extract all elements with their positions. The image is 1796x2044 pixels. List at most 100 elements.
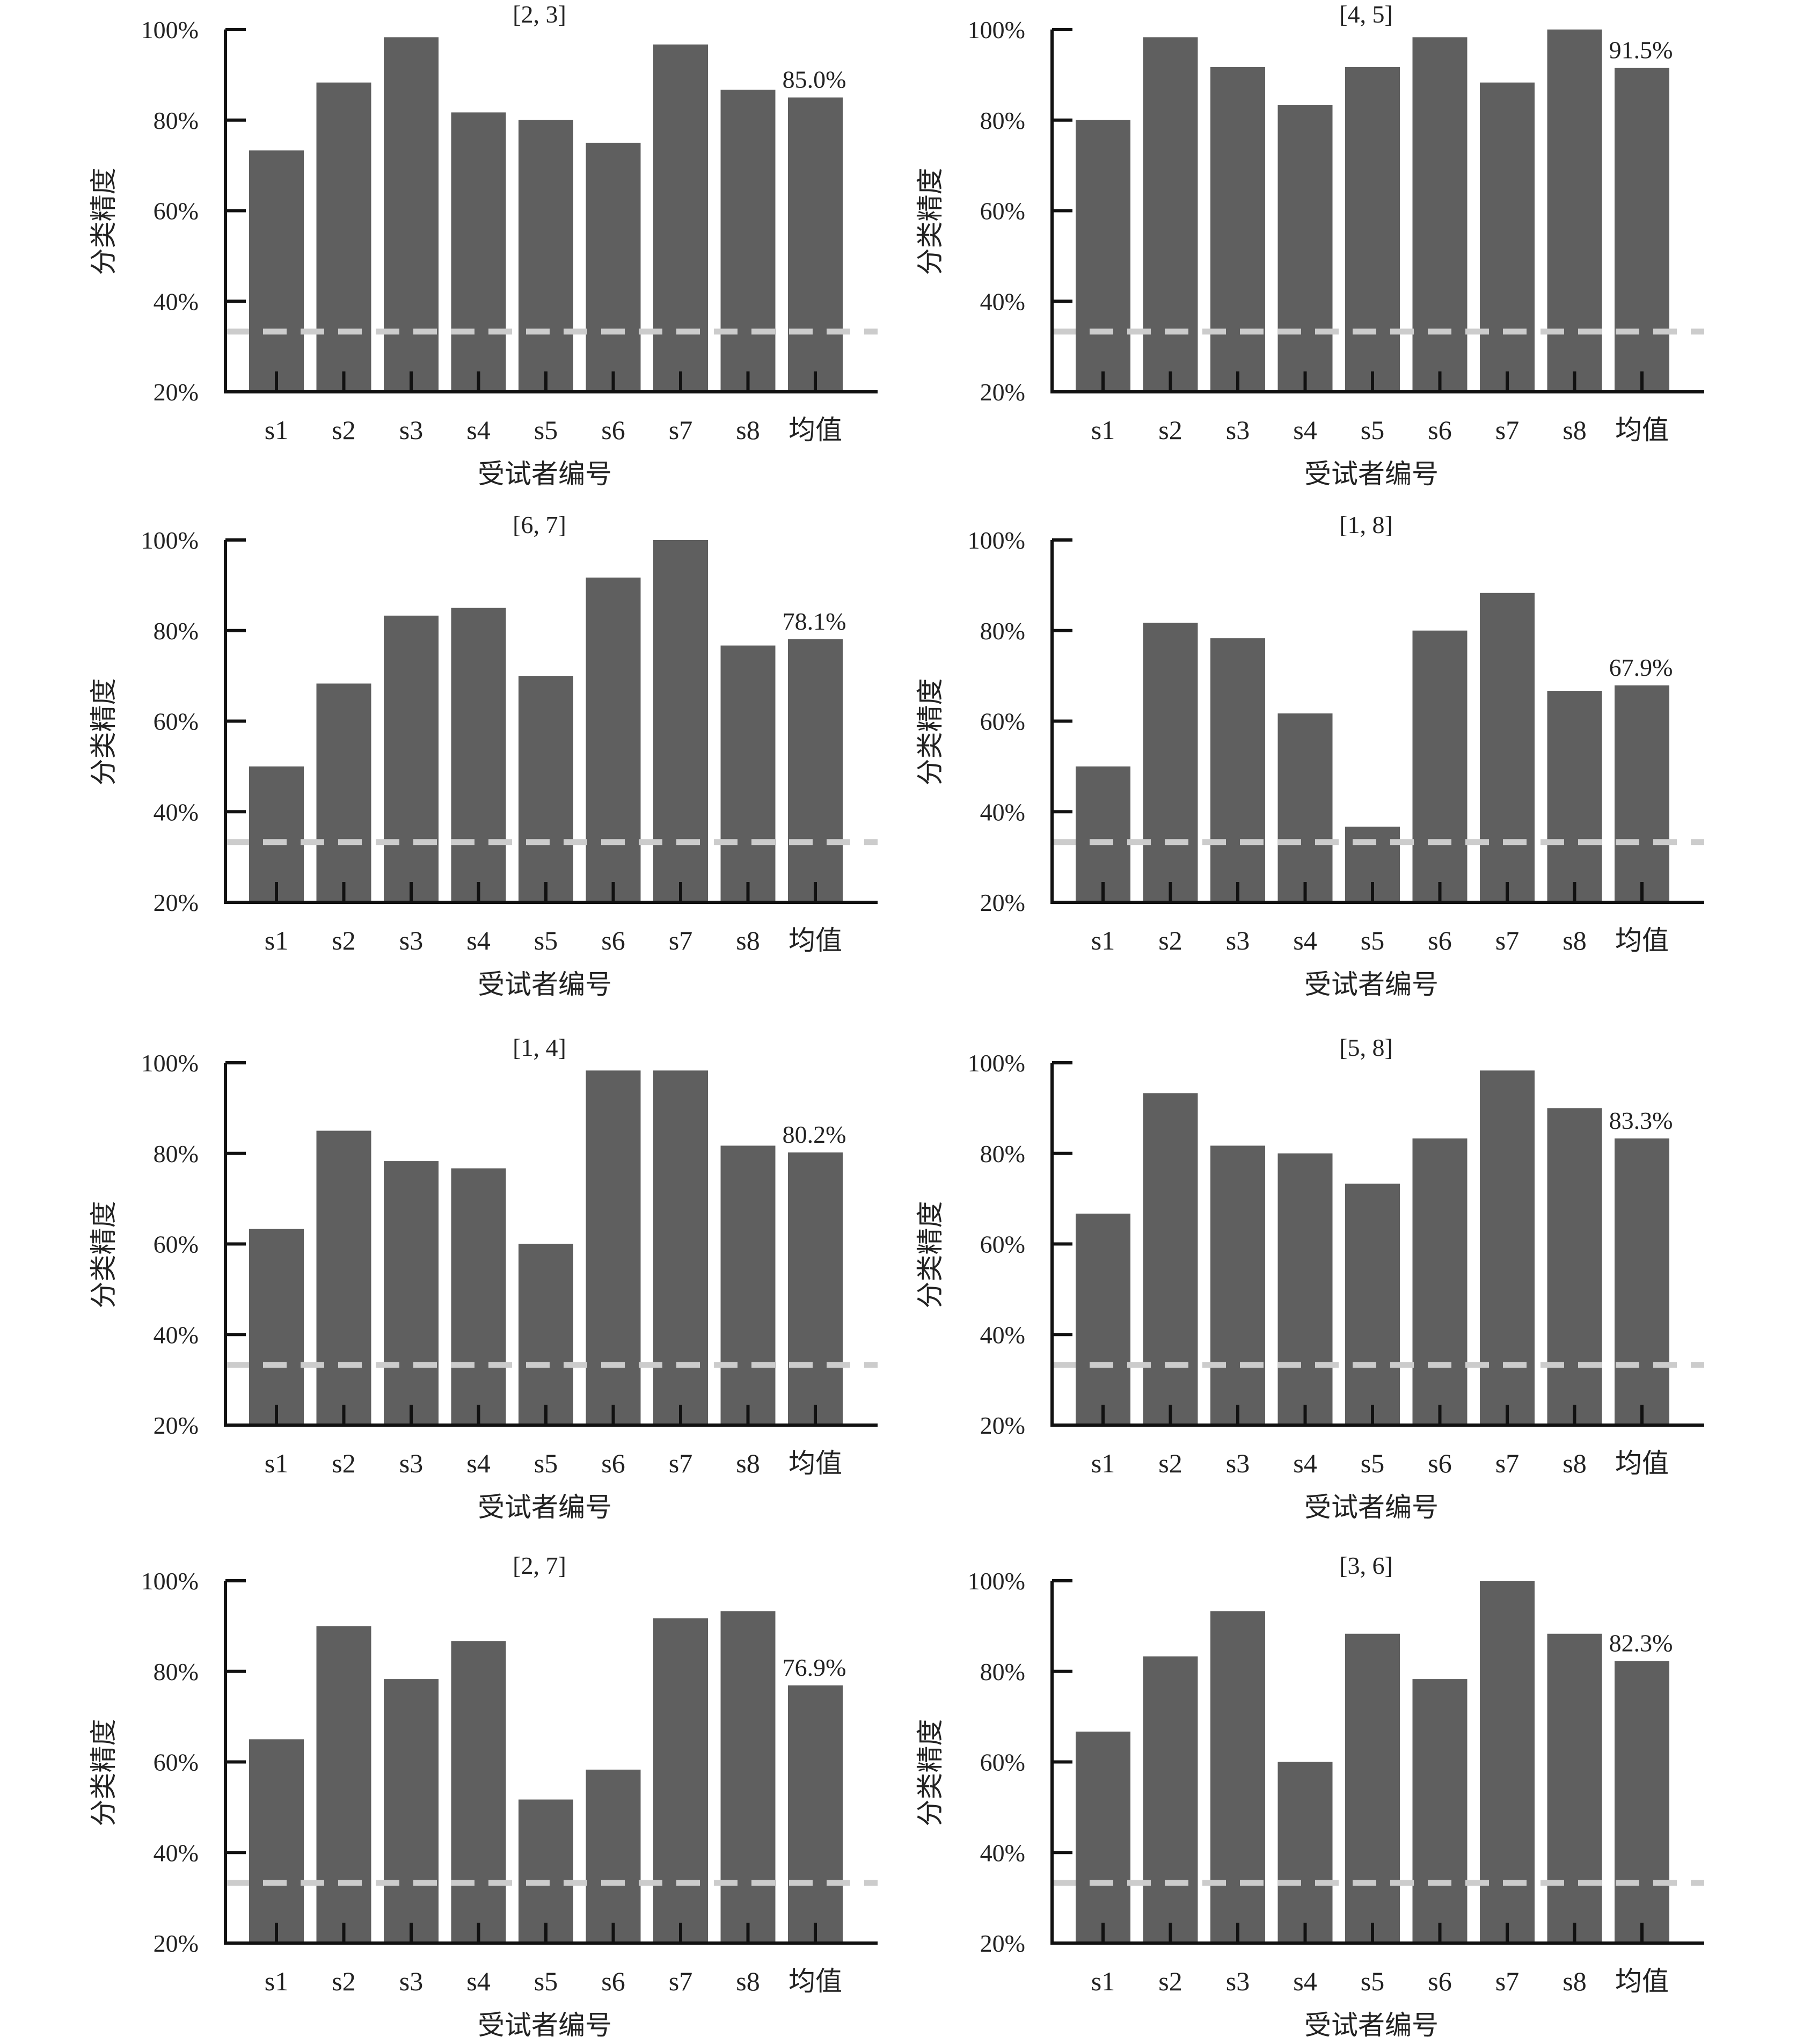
- y-tick-label-2: 60%: [154, 198, 199, 225]
- x-axis-label: 受试者编号: [1304, 1492, 1439, 1523]
- y-tick-label-1: 40%: [980, 1321, 1025, 1348]
- x-tick-label-s4: s4: [1293, 925, 1317, 955]
- x-tick-label-s1: s1: [1091, 925, 1115, 955]
- x-tick-label-s4: s4: [1293, 415, 1317, 445]
- bar-s1: [1076, 120, 1130, 392]
- bar-mean: [788, 97, 843, 392]
- bar-s7: [653, 1618, 708, 1943]
- bar-s2: [1143, 623, 1198, 902]
- y-tick-label-3: 80%: [980, 107, 1025, 134]
- y-tick-label-2: 60%: [154, 708, 199, 735]
- x-tick-label-mean: 均值: [789, 1966, 842, 1996]
- y-tick-label-0: 20%: [154, 1412, 199, 1439]
- y-tick-label-3: 80%: [154, 1140, 199, 1167]
- y-axis-label: 分类精度: [915, 1201, 946, 1309]
- y-tick-label-4: 100%: [968, 1049, 1025, 1077]
- x-tick-label-mean: 均值: [1615, 415, 1669, 445]
- x-tick-label-s5: s5: [1361, 1966, 1384, 1996]
- bar-s5: [1345, 1633, 1400, 1943]
- y-tick-label-0: 20%: [980, 1930, 1025, 1957]
- bar-s4: [1277, 713, 1333, 902]
- y-tick-label-2: 60%: [154, 1231, 199, 1258]
- x-tick-label-s3: s3: [399, 415, 423, 445]
- x-tick-label-mean: 均值: [789, 925, 842, 955]
- bar-s8: [720, 1145, 776, 1425]
- chart-3: s1 s2 s3 s4 s5 s6 s7 s8 均值 20% 40% 60% 80% 100% [6, 7]…: [88, 511, 878, 1000]
- y-tick-label-3: 80%: [154, 1658, 199, 1685]
- x-tick-label-s1: s1: [265, 415, 288, 445]
- y-tick-label-2: 60%: [154, 1749, 199, 1776]
- x-tick-label-s8: s8: [736, 1966, 760, 1996]
- bar-mean: [1615, 68, 1669, 392]
- bar-s6: [586, 1070, 641, 1425]
- y-tick-label-0: 20%: [980, 378, 1025, 406]
- x-tick-label-s8: s8: [1563, 1966, 1586, 1996]
- bar-s1: [1076, 1731, 1130, 1943]
- mean-value-label: 76.9%: [783, 1654, 846, 1681]
- y-tick-label-1: 40%: [154, 288, 199, 315]
- x-tick-label-s8: s8: [736, 1448, 760, 1478]
- x-tick-label-s7: s7: [669, 1448, 692, 1478]
- bar-s3: [1210, 638, 1265, 902]
- x-tick-label-s2: s2: [332, 925, 355, 955]
- bar-mean: [788, 1152, 843, 1425]
- chart-8: s1 s2 s3 s4 s5 s6 s7 s8 均值 20% 40% 60% 80% 100% [3, 6]…: [915, 1552, 1704, 2041]
- bar-s4: [1277, 105, 1333, 392]
- y-tick-label-1: 40%: [154, 1321, 199, 1348]
- bar-s5: [1345, 67, 1400, 392]
- mean-value-label: 91.5%: [1609, 36, 1673, 64]
- x-tick-label-s6: s6: [1428, 925, 1451, 955]
- bar-s6: [1412, 1138, 1468, 1425]
- x-tick-label-s3: s3: [1226, 1966, 1250, 1996]
- chart-7: s1 s2 s3 s4 s5 s6 s7 s8 均值 20% 40% 60% 80% 100% [2, 7]…: [88, 1552, 878, 2041]
- bar-s8: [1547, 30, 1602, 392]
- y-axis-label: 分类精度: [915, 1719, 946, 1827]
- bar-s7: [653, 44, 708, 392]
- chart-4: s1 s2 s3 s4 s5 s6 s7 s8 均值 20% 40% 60% 80% 100% [1, 8]…: [915, 511, 1704, 1000]
- y-tick-label-0: 20%: [980, 1412, 1025, 1439]
- bar-s8: [720, 90, 776, 392]
- x-tick-label-s7: s7: [1495, 1448, 1519, 1478]
- x-tick-label-s1: s1: [1091, 1448, 1115, 1478]
- bar-s8: [1547, 1108, 1602, 1425]
- x-tick-label-s4: s4: [466, 1966, 490, 1996]
- bar-s8: [1547, 1633, 1602, 1943]
- x-tick-label-s5: s5: [1361, 415, 1384, 445]
- y-axis-label: 分类精度: [88, 678, 119, 786]
- x-tick-label-s3: s3: [1226, 415, 1250, 445]
- y-axis-label: 分类精度: [915, 678, 946, 786]
- y-tick-label-4: 100%: [968, 527, 1025, 554]
- chart-title: [4, 5]: [1339, 1, 1393, 28]
- x-tick-label-s5: s5: [1361, 925, 1384, 955]
- x-tick-label-s1: s1: [1091, 415, 1115, 445]
- y-tick-label-1: 40%: [154, 798, 199, 826]
- chart-6: s1 s2 s3 s4 s5 s6 s7 s8 均值 20% 40% 60% 80% 100% [5, 8]…: [915, 1034, 1704, 1523]
- bar-s7: [1480, 593, 1535, 902]
- chart-title: [3, 6]: [1339, 1552, 1393, 1579]
- bar-s7: [1480, 1070, 1535, 1425]
- bar-s2: [1143, 37, 1198, 392]
- bar-s1: [249, 766, 304, 902]
- bar-s2: [1143, 1656, 1198, 1943]
- y-tick-label-1: 40%: [154, 1839, 199, 1866]
- bar-s4: [1277, 1762, 1333, 1943]
- x-tick-label-mean: 均值: [1615, 925, 1669, 955]
- bar-s5: [519, 676, 573, 902]
- bar-s3: [384, 615, 439, 902]
- y-tick-label-2: 60%: [980, 1749, 1025, 1776]
- y-tick-label-2: 60%: [980, 1231, 1025, 1258]
- x-tick-label-s8: s8: [1563, 1448, 1586, 1478]
- bar-s5: [519, 1244, 573, 1425]
- x-tick-label-mean: 均值: [1615, 1448, 1669, 1478]
- x-tick-label-s8: s8: [1563, 415, 1586, 445]
- x-tick-label-s6: s6: [601, 415, 625, 445]
- y-axis-label: 分类精度: [915, 168, 946, 275]
- chart-title: [5, 8]: [1339, 1034, 1393, 1061]
- y-tick-label-3: 80%: [980, 1658, 1025, 1685]
- y-tick-label-0: 20%: [154, 889, 199, 916]
- y-tick-label-2: 60%: [980, 198, 1025, 225]
- x-tick-label-s2: s2: [1158, 415, 1182, 445]
- x-tick-label-s3: s3: [399, 1966, 423, 1996]
- bar-s8: [1547, 690, 1602, 902]
